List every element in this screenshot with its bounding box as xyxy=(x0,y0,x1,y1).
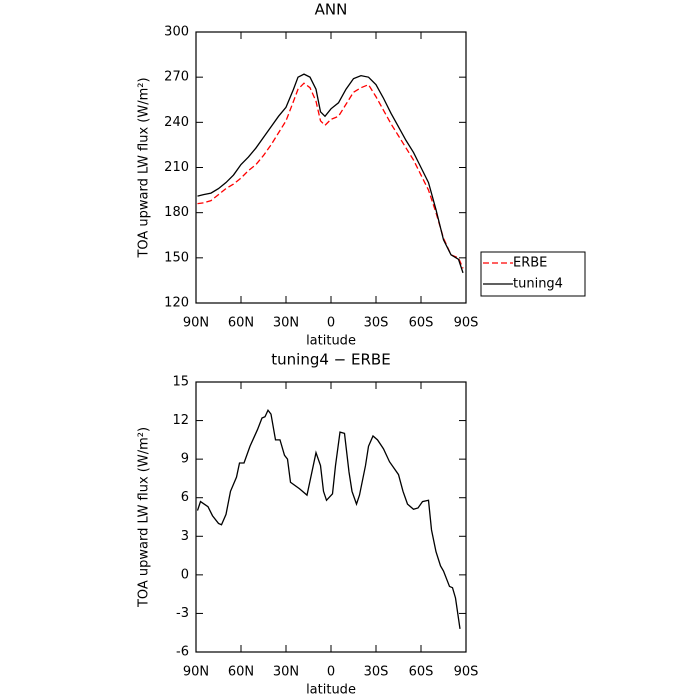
x-tick-label: 90N xyxy=(183,665,209,680)
x-axis-label: latitude xyxy=(306,683,356,698)
y-tick-label: 9 xyxy=(181,452,189,467)
x-tick-label: 30N xyxy=(273,316,299,331)
y-tick-label: 15 xyxy=(172,375,189,390)
plot-frame xyxy=(195,381,467,653)
y-tick-label: 120 xyxy=(164,296,189,311)
y-tick-label: 12 xyxy=(172,413,189,428)
x-tick-label: 60N xyxy=(228,316,254,331)
x-tick-label: 90N xyxy=(183,316,209,331)
chart-title: ANN xyxy=(315,1,348,19)
x-tick-label: 60S xyxy=(409,665,434,680)
x-tick-label: 90S xyxy=(454,316,479,331)
legend-label: ERBE xyxy=(513,256,547,271)
y-tick-label: 210 xyxy=(164,160,189,175)
x-tick-label: 60N xyxy=(228,665,254,680)
y-tick-label: 240 xyxy=(164,115,189,130)
y-tick-label: 270 xyxy=(164,70,189,85)
x-tick-label: 0 xyxy=(327,665,335,680)
y-axis-label: TOA upward LW flux (W/m²) xyxy=(137,427,152,608)
chart-title: tuning4 − ERBE xyxy=(271,351,390,369)
legend-box xyxy=(480,251,586,297)
plot-frame xyxy=(195,31,467,304)
y-tick-label: 6 xyxy=(181,490,189,505)
x-tick-label: 60S xyxy=(409,316,434,331)
y-tick-label: 300 xyxy=(164,25,189,40)
x-tick-label: 90S xyxy=(454,665,479,680)
data-line xyxy=(197,73,464,274)
x-axis-label: latitude xyxy=(306,334,356,349)
x-tick-label: 0 xyxy=(327,316,335,331)
data-line xyxy=(197,82,464,269)
x-tick-label: 30S xyxy=(364,665,389,680)
y-tick-label: 3 xyxy=(181,529,189,544)
y-tick-label: -6 xyxy=(176,645,189,660)
data-line xyxy=(196,409,461,629)
y-tick-label: 0 xyxy=(181,567,189,582)
y-tick-label: 150 xyxy=(164,250,189,265)
y-tick-label: 180 xyxy=(164,205,189,220)
y-tick-label: -3 xyxy=(176,606,189,621)
legend-label: tuning4 xyxy=(513,277,563,292)
y-axis-label: TOA upward LW flux (W/m²) xyxy=(137,77,152,258)
x-tick-label: 30S xyxy=(364,316,389,331)
x-tick-label: 30N xyxy=(273,665,299,680)
